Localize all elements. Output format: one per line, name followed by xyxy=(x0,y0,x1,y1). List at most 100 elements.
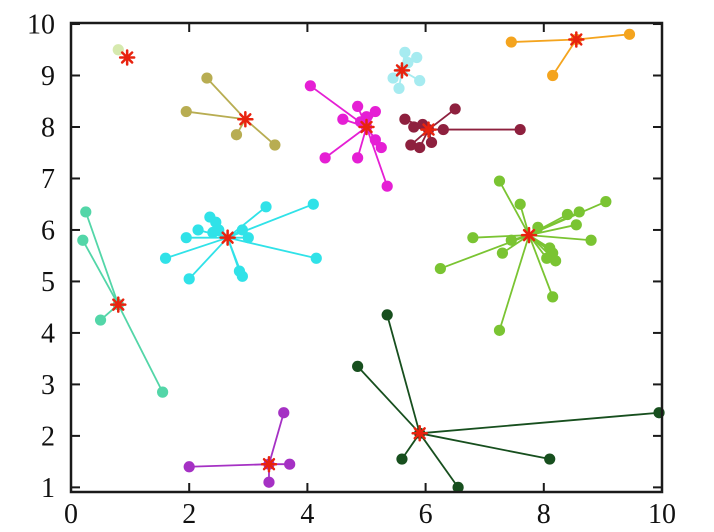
data-point-dark-orchid xyxy=(278,407,290,419)
centroid-asterisk-marker-yellow-green xyxy=(522,228,536,242)
data-point-cyan xyxy=(236,224,248,236)
cluster-link-line-dark-khaki xyxy=(206,77,247,120)
data-point-dark-green xyxy=(544,453,556,465)
y-tick-label: 8 xyxy=(41,112,55,143)
data-point-cyan xyxy=(207,226,219,239)
data-point-yellow-green xyxy=(493,324,506,336)
cluster-link-line-dark-green xyxy=(419,411,660,435)
data-point-dark-red xyxy=(408,121,420,133)
data-point-dark-orchid xyxy=(263,476,275,488)
data-point-yellow-green xyxy=(541,252,553,264)
data-point-yellow-green xyxy=(505,234,517,246)
y-tick-label: 6 xyxy=(41,215,55,246)
data-point-magenta xyxy=(369,105,381,118)
data-point-yellow-green xyxy=(514,198,526,210)
data-point-dark-green xyxy=(452,481,464,493)
data-point-dark-red xyxy=(425,136,438,149)
data-point-orange xyxy=(623,28,636,40)
data-point-medium-aquamarine xyxy=(80,206,92,218)
cluster-link-line-orange xyxy=(551,38,578,77)
data-point-cyan xyxy=(192,224,204,236)
data-point-cyan xyxy=(180,232,192,244)
data-point-cyan xyxy=(236,270,248,282)
cluster-link-line-magenta xyxy=(365,126,389,187)
cluster-link-line-cyan xyxy=(227,206,267,239)
centroid-asterisk-marker-dark-red xyxy=(422,123,435,136)
data-point-pale-turquoise xyxy=(411,51,423,64)
data-point-dark-red xyxy=(414,141,426,154)
data-point-yellow-green xyxy=(561,208,574,221)
x-tick-label: 6 xyxy=(419,499,433,530)
data-point-dark-red xyxy=(437,123,449,136)
data-point-dark-red xyxy=(399,113,411,125)
centroid-asterisk-marker-magenta xyxy=(360,120,373,134)
data-point-medium-aquamarine xyxy=(94,314,107,326)
data-point-yellow-green xyxy=(550,255,562,267)
x-tick-label: 2 xyxy=(182,499,196,530)
data-point-dark-khaki xyxy=(230,129,243,141)
data-point-cyan xyxy=(260,201,272,213)
y-tick-label: 4 xyxy=(41,318,55,349)
x-tick-label: 0 xyxy=(64,499,78,530)
y-tick-label: 10 xyxy=(27,10,55,41)
cluster-link-line-dark-green xyxy=(356,365,421,434)
y-tick-label: 1 xyxy=(41,473,55,504)
y-tick-label: 5 xyxy=(41,267,55,298)
centroid-asterisk-marker-pale-turquoise xyxy=(395,64,409,77)
centroid-asterisk-marker-orange xyxy=(570,33,583,46)
data-point-dark-red xyxy=(405,139,417,151)
cluster-link-line-medium-aquamarine xyxy=(117,304,164,393)
cluster-link-line-cyan xyxy=(227,236,317,260)
cluster-link-line-dark-green xyxy=(418,432,459,488)
y-tick-label: 7 xyxy=(41,164,55,195)
cluster-link-line-medium-aquamarine xyxy=(82,239,120,306)
data-point-orange xyxy=(547,69,559,82)
data-point-magenta xyxy=(369,134,381,146)
cluster-link-line-dark-orchid xyxy=(268,412,285,465)
data-point-yellow-green xyxy=(570,219,582,231)
data-point-yellow-green xyxy=(600,196,612,208)
data-point-magenta xyxy=(337,113,349,125)
data-point-yellow-green xyxy=(434,262,446,275)
cluster-link-line-magenta xyxy=(324,126,368,159)
data-point-yellow-green xyxy=(547,291,559,303)
data-point-dark-orchid xyxy=(284,458,296,470)
data-point-dark-red xyxy=(514,123,526,136)
data-point-orange xyxy=(505,36,517,48)
centroid-asterisk-marker-dark-khaki xyxy=(239,113,252,126)
y-tick-label: 2 xyxy=(41,421,55,452)
data-point-cyan xyxy=(183,273,195,285)
cluster-link-line-yellow-green xyxy=(528,223,577,236)
data-point-yellow-green xyxy=(496,247,509,259)
cluster-link-line-yellow-green xyxy=(498,180,530,236)
data-point-cyan xyxy=(310,252,322,264)
cluster-link-line-dark-khaki xyxy=(186,110,246,121)
cluster-link-line-cyan xyxy=(188,237,229,280)
data-point-cyan xyxy=(242,232,254,244)
data-point-dark-khaki xyxy=(201,72,213,84)
data-point-dark-red xyxy=(449,103,461,115)
data-point-yellow-green xyxy=(573,206,585,218)
data-point-magenta xyxy=(375,141,387,154)
cluster-link-line-yellow-green xyxy=(528,234,592,242)
data-point-dark-green xyxy=(352,360,364,372)
data-point-magenta xyxy=(381,180,393,192)
data-point-magenta xyxy=(319,152,331,164)
y-tick-label: 9 xyxy=(41,61,55,92)
data-point-magenta xyxy=(352,152,364,164)
cluster-link-line-yellow-green xyxy=(498,234,530,331)
data-point-magenta xyxy=(352,100,364,113)
centroid-asterisk-marker-dark-green xyxy=(413,427,426,440)
cluster-link-line-dark-green xyxy=(386,314,421,434)
cluster-link-line-dark-orchid xyxy=(189,463,270,468)
centroid-asterisk-marker-dark-orchid xyxy=(262,458,276,471)
data-point-cyan xyxy=(307,198,319,210)
x-tick-label: 10 xyxy=(648,499,676,530)
data-point-dark-orchid xyxy=(183,461,195,473)
centroid-asterisk-marker-medium-aquamarine xyxy=(112,298,125,311)
cluster-link-line-yellow-green xyxy=(472,234,530,239)
centroid-asterisk-marker-pale-green xyxy=(120,51,134,64)
data-point-pale-turquoise xyxy=(393,82,405,94)
